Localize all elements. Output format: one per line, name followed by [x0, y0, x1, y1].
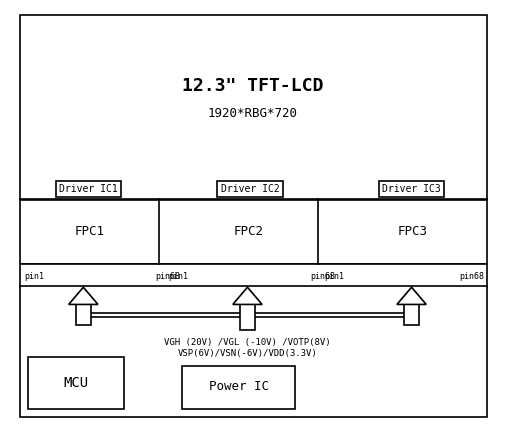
Bar [404, 304, 419, 325]
Bar [76, 304, 91, 325]
Text: pin68: pin68 [311, 273, 336, 281]
Polygon shape [233, 287, 262, 304]
Text: Driver IC1: Driver IC1 [59, 184, 118, 194]
Text: Driver IC2: Driver IC2 [221, 184, 279, 194]
Polygon shape [397, 287, 426, 304]
Text: 1920*RBG*720: 1920*RBG*720 [208, 108, 297, 120]
Polygon shape [69, 287, 98, 304]
Text: pin1: pin1 [24, 273, 44, 281]
Bar [20, 15, 487, 200]
Bar [28, 357, 124, 408]
Text: pin1: pin1 [324, 273, 344, 281]
Text: 12.3" TFT-LCD: 12.3" TFT-LCD [182, 77, 323, 95]
Text: Power IC: Power IC [209, 381, 269, 393]
Bar [379, 181, 444, 197]
Bar [20, 199, 487, 264]
Text: pin68: pin68 [156, 273, 181, 281]
Bar [240, 304, 255, 330]
Bar [56, 181, 121, 197]
Text: VGH (20V) /VGL (-10V) /VOTP(8V)
VSP(6V)/VSN(-6V)/VDD(3.3V): VGH (20V) /VGL (-10V) /VOTP(8V) VSP(6V)/… [164, 338, 331, 358]
Text: pin1: pin1 [168, 273, 188, 281]
Bar [182, 366, 295, 408]
Text: pin68: pin68 [460, 273, 485, 281]
Text: Driver IC3: Driver IC3 [382, 184, 441, 194]
Text: MCU: MCU [63, 376, 88, 390]
Bar [217, 181, 283, 197]
Text: FPC3: FPC3 [398, 225, 428, 238]
Text: FPC1: FPC1 [75, 225, 105, 238]
Text: FPC2: FPC2 [234, 225, 264, 238]
Bar [20, 286, 487, 417]
Bar [20, 264, 487, 287]
